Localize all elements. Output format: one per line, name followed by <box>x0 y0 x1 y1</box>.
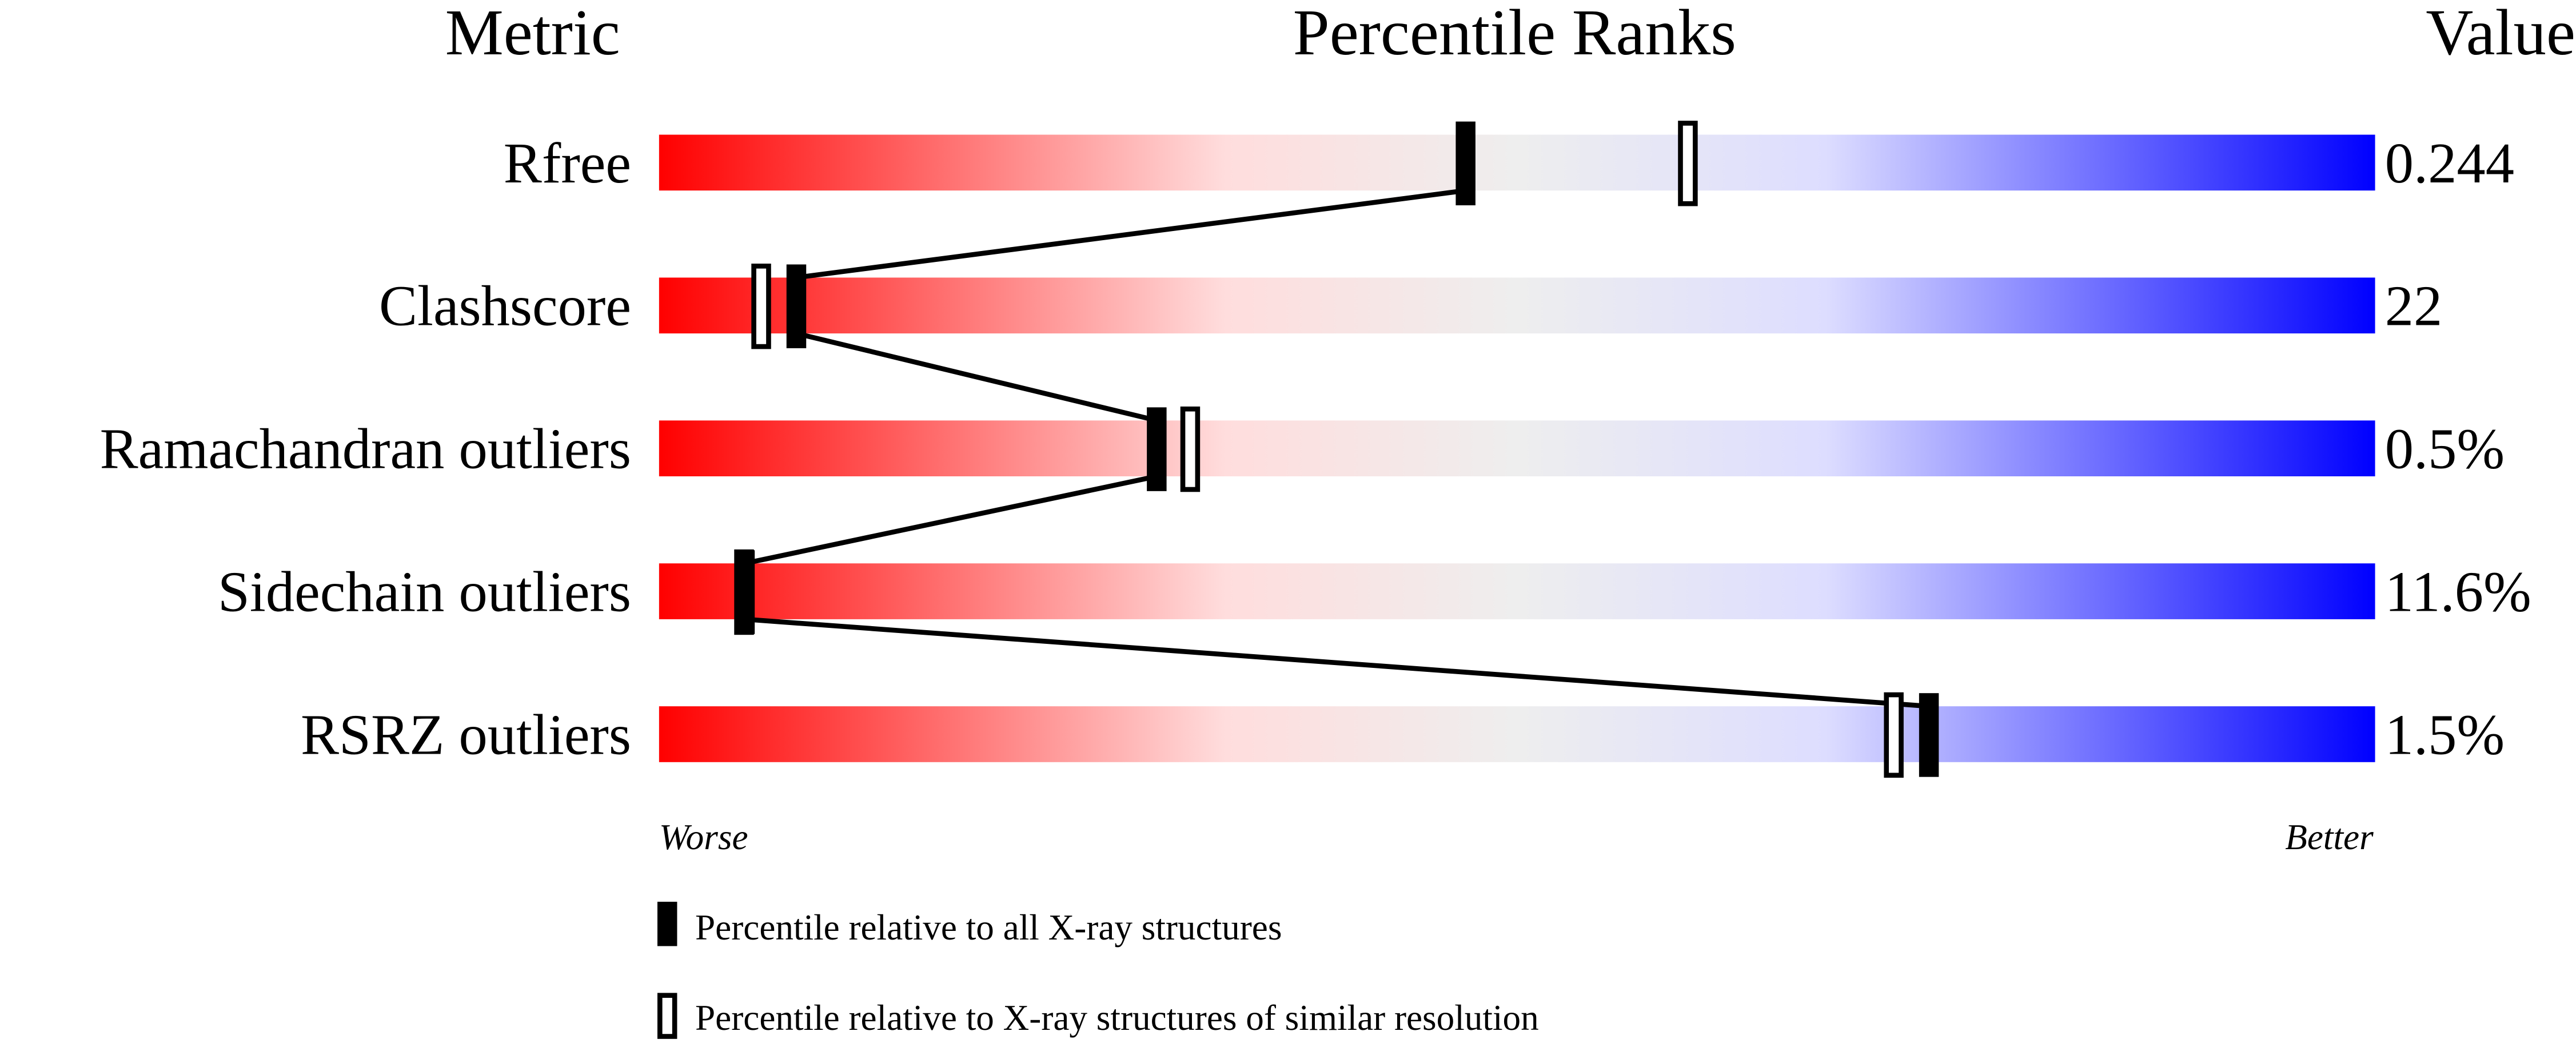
metric-value: 1.5% <box>2385 702 2505 766</box>
marker-all-structures <box>1147 407 1167 491</box>
legend-label-all: Percentile relative to all X-ray structu… <box>695 907 1282 948</box>
percentile-bar <box>659 706 2375 762</box>
metric-label: Sidechain outliers <box>218 560 631 624</box>
marker-all-structures <box>1456 121 1476 206</box>
header-metric: Metric <box>445 0 620 69</box>
axis-label-worse: Worse <box>659 817 748 857</box>
percentile-bar <box>659 420 2375 477</box>
marker-all-structures <box>735 550 755 634</box>
metric-label: RSRZ outliers <box>301 702 631 766</box>
legend-hollow-marker <box>657 993 677 1039</box>
axis-label-better: Better <box>2285 817 2374 857</box>
percentile-bar <box>659 277 2375 334</box>
metric-value: 22 <box>2385 274 2443 338</box>
legend: Percentile relative to all X-ray structu… <box>657 901 1539 1039</box>
marker-similar-resolution <box>1678 121 1698 206</box>
marker-similar-resolution <box>1884 692 1904 778</box>
marker-similar-resolution <box>751 264 771 349</box>
marker-similar-resolution <box>1180 406 1201 492</box>
percentile-bar <box>659 134 2375 191</box>
marker-all-structures <box>1919 693 1939 777</box>
percentile-bar <box>659 563 2375 619</box>
legend-filled-marker <box>657 901 677 946</box>
metric-label: Rfree <box>504 131 631 195</box>
metric-label: Clashscore <box>379 274 631 338</box>
metric-value: 11.6% <box>2385 560 2531 624</box>
marker-all-structures <box>786 264 807 348</box>
header-percentile: Percentile Ranks <box>1293 0 1736 69</box>
header-value: Value <box>2426 0 2575 69</box>
legend-label-similar: Percentile relative to X-ray structures … <box>695 998 1539 1038</box>
metric-value: 0.244 <box>2385 131 2514 195</box>
metric-value: 0.5% <box>2385 417 2505 481</box>
metric-label: Ramachandran outliers <box>100 417 631 481</box>
